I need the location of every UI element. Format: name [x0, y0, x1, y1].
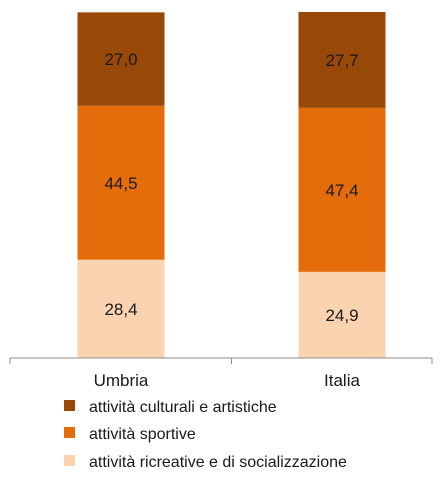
data-label-italia-attivita-ricreative-e-di-socializzazione: 24,9	[325, 306, 358, 325]
data-label-italia-attivita-sportive: 47,4	[325, 181, 358, 200]
data-label-umbria-attivita-ricreative-e-di-socializzazione: 28,4	[104, 300, 137, 319]
legend-swatch-attivita-ricreative-e-di-socializzazione	[64, 455, 75, 466]
bars-layer: 28,4 44,5 27,0 24,9 47,4 27,7	[77, 12, 386, 358]
data-label-umbria-attivita-culturali-e-artistiche: 27,0	[104, 50, 137, 69]
legend-swatch-attivita-sportive	[64, 427, 75, 438]
x-axis: Umbria Italia	[9, 357, 433, 390]
legend: attività culturali e artistiche attività …	[64, 399, 347, 471]
x-tick-label-umbria: Umbria	[94, 371, 149, 390]
bar-segment-italia-attivita-culturali-e-artistiche	[298, 12, 386, 108]
legend-label-attivita-culturali-e-artistiche: attività culturali e artistiche	[89, 399, 277, 416]
legend-label-attivita-ricreative-e-di-socializzazione: attività ricreative e di socializzazione	[89, 454, 347, 471]
bar-segment-umbria-attivita-sportive	[77, 105, 165, 260]
bar-segment-umbria-attivita-culturali-e-artistiche	[77, 12, 165, 106]
bar-segment-umbria-attivita-ricreative-e-di-socializzazione	[77, 259, 165, 358]
data-label-italia-attivita-culturali-e-artistiche: 27,7	[325, 51, 358, 70]
bar-segment-italia-attivita-ricreative-e-di-socializzazione	[298, 271, 386, 358]
data-label-umbria-attivita-sportive: 44,5	[104, 174, 137, 193]
x-tick-label-italia: Italia	[324, 371, 360, 390]
legend-swatch-attivita-culturali-e-artistiche	[64, 400, 75, 411]
bar-segment-italia-attivita-sportive	[298, 107, 386, 272]
legend-label-attivita-sportive: attività sportive	[89, 426, 196, 443]
